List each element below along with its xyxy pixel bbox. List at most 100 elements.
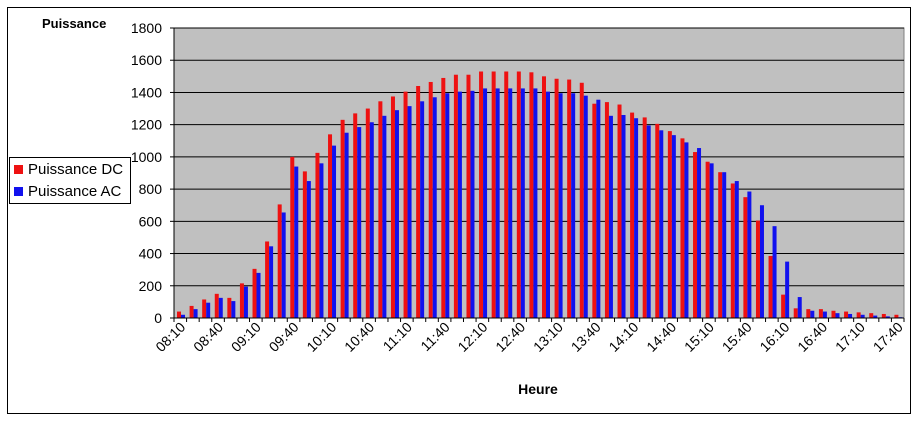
- bar-ac: [671, 135, 676, 318]
- bar-dc: [743, 197, 748, 318]
- bar-dc: [604, 102, 609, 318]
- bars: [177, 71, 903, 319]
- bar-ac: [420, 101, 425, 318]
- bar-ac: [432, 97, 437, 319]
- bar-dc: [328, 134, 333, 318]
- bar-ac: [722, 172, 727, 318]
- bar-dc: [881, 313, 886, 318]
- bar-ac: [457, 91, 462, 318]
- x-tick-labels: 08:10 08:40 09:10 09:40 10:10 10:40 11:10 11:40…: [152, 319, 906, 355]
- bar-dc: [365, 108, 370, 318]
- axes: [173, 28, 905, 322]
- y-tick-label: 1600: [131, 52, 162, 68]
- bar-ac: [885, 316, 890, 318]
- x-tick-label: 16:10: [756, 319, 792, 355]
- bar-ac: [684, 142, 689, 318]
- bar-ac: [634, 118, 639, 318]
- bar-dc: [818, 309, 823, 318]
- bar-ac: [608, 115, 613, 318]
- x-tick-label: 09:10: [228, 319, 264, 355]
- x-axis-title: Heure: [518, 381, 558, 397]
- bar-ac: [621, 115, 626, 318]
- bar-dc: [302, 171, 307, 318]
- x-tick-label: 10:40: [341, 319, 377, 355]
- bar-dc: [315, 152, 320, 318]
- bar-ac: [218, 297, 223, 318]
- y-tick-label: 800: [139, 181, 163, 197]
- bar-ac: [344, 132, 349, 318]
- bar-dc: [806, 309, 811, 318]
- bar-ac: [357, 127, 362, 318]
- x-tick-label: 11:40: [417, 319, 453, 355]
- y-tick-label: 0: [154, 310, 162, 326]
- legend-label-dc: Puissance DC: [28, 161, 124, 178]
- bar-ac: [797, 297, 802, 318]
- bar-ac: [243, 286, 248, 318]
- bar-ac: [659, 130, 664, 318]
- bar-ac: [193, 309, 198, 318]
- bar-ac: [810, 310, 815, 318]
- bar-dc: [491, 71, 496, 318]
- legend-swatch-dc: [14, 165, 23, 174]
- bar-ac: [646, 125, 651, 318]
- bar-dc: [693, 152, 698, 318]
- bar-dc: [340, 119, 345, 318]
- bar-dc: [844, 311, 849, 318]
- bar-ac: [206, 302, 211, 318]
- bar-dc: [730, 183, 735, 318]
- y-tick-label: 600: [139, 213, 163, 229]
- legend-swatch-ac: [14, 187, 23, 196]
- bar-dc: [214, 293, 219, 318]
- bar-dc: [277, 204, 282, 318]
- bar-dc: [453, 74, 458, 318]
- x-tick-label: 13:10: [530, 319, 566, 355]
- bar-dc: [479, 71, 484, 318]
- bar-ac: [860, 314, 865, 318]
- bar-ac: [332, 145, 337, 318]
- bar-dc: [542, 76, 546, 318]
- bar-ac: [470, 90, 475, 318]
- bar-dc: [516, 71, 521, 318]
- bar-dc: [252, 268, 257, 318]
- bar-dc: [831, 310, 836, 318]
- bar-ac: [583, 95, 588, 319]
- bar-dc: [894, 314, 899, 318]
- x-tick-label: 17:10: [832, 319, 868, 355]
- bar-dc: [793, 308, 798, 318]
- bar-dc: [755, 220, 760, 318]
- bar-ac: [822, 311, 827, 318]
- legend-item-ac: Puissance AC: [14, 182, 121, 202]
- bar-ac: [546, 91, 550, 318]
- bar-dc: [705, 161, 710, 318]
- bar-ac: [369, 122, 374, 318]
- legend: Puissance DC Puissance AC: [9, 157, 131, 204]
- bar-dc: [177, 311, 181, 318]
- bar-ac: [181, 314, 185, 318]
- bar-dc: [617, 104, 622, 319]
- bar-ac: [558, 93, 563, 318]
- bar-ac: [734, 181, 739, 318]
- bar-dc: [390, 96, 395, 318]
- bar-ac: [709, 163, 714, 318]
- bar-dc: [441, 77, 446, 318]
- bar-ac: [281, 212, 286, 318]
- bar-dc: [856, 312, 861, 318]
- bar-ac: [596, 99, 601, 318]
- bar-ac: [520, 88, 525, 319]
- bar-dc: [869, 313, 874, 318]
- bar-dc: [265, 241, 270, 318]
- bar-ac: [483, 88, 488, 319]
- bar-ac: [394, 110, 399, 319]
- y-tick-label: 1800: [131, 20, 162, 36]
- y-tick-label: 200: [139, 278, 163, 294]
- y-tick-label: 1200: [131, 117, 162, 133]
- bar-ac: [759, 205, 764, 318]
- y-axis-title: Puissance: [42, 16, 106, 31]
- bar-dc: [504, 71, 509, 318]
- bar-dc: [378, 101, 383, 318]
- bar-ac: [835, 313, 840, 318]
- bar-ac: [508, 88, 513, 319]
- bar-ac: [407, 106, 412, 318]
- bar-dc: [202, 299, 207, 318]
